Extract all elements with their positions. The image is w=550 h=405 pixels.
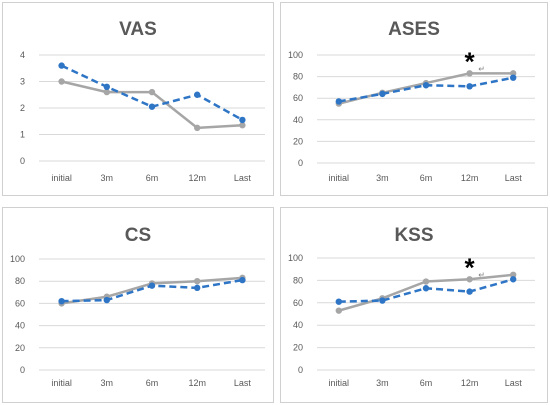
y-tick-label: 80 (293, 72, 303, 82)
data-point (58, 78, 65, 85)
y-tick-label: 3 (20, 77, 25, 87)
chart-panel-cs: CS 0 20 40 60 80 100 initial 3m 6m 12m Last (2, 207, 274, 403)
chart-title-vas: VAS (119, 19, 157, 40)
data-point (194, 284, 201, 292)
data-point (379, 90, 386, 98)
data-point (335, 298, 342, 305)
series-line-solid (338, 72, 514, 105)
data-point (466, 288, 473, 295)
y-tick-label: 20 (15, 343, 25, 353)
x-tick-label: Last (234, 173, 252, 183)
data-point (335, 98, 342, 105)
y-tick-label: 80 (15, 276, 25, 286)
y-tick-label: 0 (20, 365, 25, 375)
chart-panel-kss: KSS 0 20 40 60 80 100 initial 3m 6m 12m Last * ↵ (280, 207, 548, 403)
x-tick-label: Last (505, 173, 523, 183)
x-tick-label: 3m (101, 173, 114, 183)
x-tick-label: 6m (420, 378, 433, 388)
data-point (239, 116, 246, 124)
data-point (194, 278, 201, 285)
x-tick-label: 12m (188, 173, 206, 183)
y-tick-label: 100 (288, 50, 303, 60)
data-point (422, 285, 430, 292)
data-point (58, 62, 65, 69)
annotation-mark: ↵ (478, 270, 485, 279)
data-point (148, 103, 156, 110)
data-point (422, 82, 430, 89)
x-tick-label: 12m (461, 378, 479, 388)
x-tick-label: initial (51, 378, 72, 388)
y-tick-label: 40 (293, 115, 303, 125)
data-point (239, 276, 246, 284)
data-point (510, 276, 517, 283)
data-point (103, 83, 111, 91)
data-point (103, 88, 111, 96)
data-point (148, 282, 156, 289)
y-tick-label: 40 (293, 320, 303, 330)
y-tick-label: 100 (10, 254, 25, 264)
x-tick-label: 6m (146, 173, 159, 183)
data-point (422, 278, 430, 285)
x-tick-label: initial (329, 378, 350, 388)
data-point (148, 88, 156, 96)
y-tick-label: 2 (20, 103, 25, 113)
y-tick-label: 0 (298, 158, 303, 168)
y-tick-label: 0 (298, 365, 303, 375)
x-tick-label: Last (505, 378, 523, 388)
y-tick-label: 20 (293, 136, 303, 146)
y-tick-label: 60 (15, 298, 25, 308)
x-tick-label: Last (234, 378, 252, 388)
y-tick-label: 80 (293, 275, 303, 285)
data-point (510, 271, 517, 278)
data-point (194, 124, 201, 132)
x-tick-label: 3m (376, 173, 389, 183)
x-tick-label: initial (51, 173, 72, 183)
chart-panel-vas: VAS 0 1 2 3 4 initial 3m 6m 12m Last (2, 2, 274, 196)
x-tick-label: 12m (461, 173, 479, 183)
chart-svg-cs: CS 0 20 40 60 80 100 initial 3m 6m 12m Last (10, 225, 265, 388)
chart-svg-vas: VAS 0 1 2 3 4 initial 3m 6m 12m Last (20, 19, 265, 183)
y-tick-label: 60 (293, 298, 303, 308)
chart-title-cs: CS (125, 225, 151, 246)
data-point (335, 307, 342, 314)
x-tick-label: 6m (146, 378, 159, 388)
data-point (239, 122, 246, 129)
chart-title-kss: KSS (394, 225, 433, 246)
data-point (58, 297, 65, 305)
significance-asterisk: * (465, 46, 476, 76)
x-tick-label: initial (329, 173, 350, 183)
chart-panel-ases: ASES 0 20 40 60 80 100 initial 3m 6m 12m Last * ↵ (280, 2, 548, 196)
annotation-mark: ↵ (478, 64, 485, 73)
data-point (466, 276, 473, 283)
y-tick-label: 0 (20, 156, 25, 166)
chart-svg-ases: ASES 0 20 40 60 80 100 initial 3m 6m 12m Last * ↵ (288, 19, 535, 183)
data-point (466, 83, 473, 90)
chart-title-ases: ASES (388, 19, 440, 40)
y-tick-label: 20 (293, 343, 303, 353)
data-point (194, 91, 201, 98)
x-tick-label: 12m (188, 378, 206, 388)
y-tick-label: 100 (288, 253, 303, 263)
x-tick-label: 6m (420, 173, 433, 183)
data-point (510, 74, 517, 81)
data-point (103, 296, 111, 304)
y-tick-label: 4 (20, 50, 25, 60)
x-tick-label: 3m (101, 378, 114, 388)
chart-svg-kss: KSS 0 20 40 60 80 100 initial 3m 6m 12m Last * ↵ (288, 225, 535, 388)
y-tick-label: 1 (20, 130, 25, 140)
data-point (379, 297, 386, 304)
y-tick-label: 40 (15, 321, 25, 331)
data-point (466, 70, 473, 77)
x-tick-label: 3m (376, 378, 389, 388)
y-tick-label: 60 (293, 93, 303, 103)
significance-asterisk: * (465, 252, 476, 282)
